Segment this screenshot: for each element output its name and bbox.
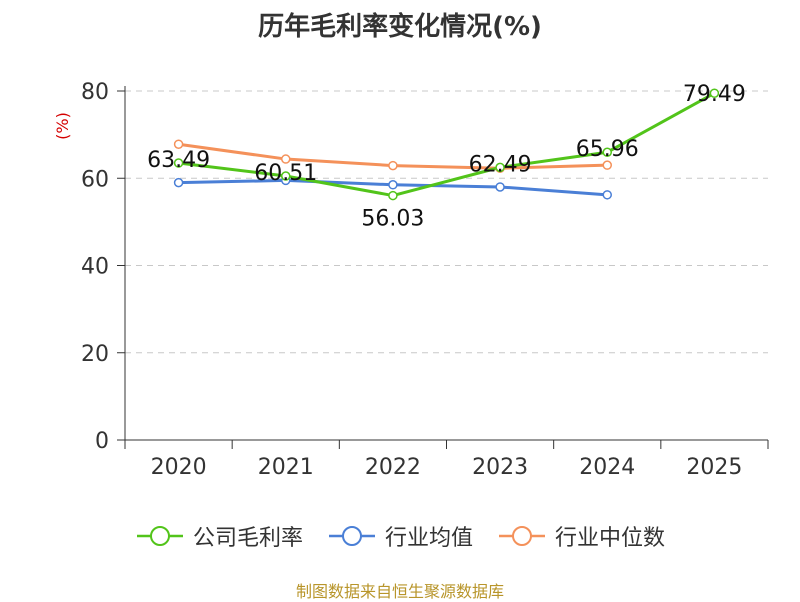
data-label: 63.49 xyxy=(147,148,210,173)
x-tick-label: 2025 xyxy=(686,455,742,480)
legend-marker-icon xyxy=(136,526,183,546)
data-point xyxy=(602,147,612,157)
x-tick-label: 2020 xyxy=(151,455,207,480)
x-tick-label: 2022 xyxy=(365,455,421,480)
y-tick-label: 0 xyxy=(95,429,109,454)
data-point xyxy=(173,139,184,149)
data-point xyxy=(281,171,291,181)
legend-item-company[interactable]: 公司毛利率 xyxy=(135,520,303,552)
data-label: 65.96 xyxy=(576,137,639,162)
data-point xyxy=(602,160,612,170)
legend-marker-icon xyxy=(499,526,545,546)
legend-item-industry-mean[interactable]: 行业均值 xyxy=(327,520,473,552)
data-label: 60.51 xyxy=(254,161,317,186)
data-point xyxy=(495,182,505,192)
data-point xyxy=(388,180,398,190)
data-point xyxy=(173,158,184,168)
y-axis-label: (%) xyxy=(53,112,72,140)
x-tick-label: 2023 xyxy=(472,455,528,480)
data-point xyxy=(173,177,184,188)
legend-item-industry-median[interactable]: 行业中位数 xyxy=(497,520,665,552)
data-point xyxy=(388,190,398,201)
data-point xyxy=(495,162,505,173)
data-point xyxy=(388,160,398,171)
x-tick-label: 2024 xyxy=(579,455,635,480)
y-tick-label: 80 xyxy=(81,80,109,105)
series-line xyxy=(178,91,716,198)
data-label: 62.49 xyxy=(469,152,532,177)
chart-title: 历年毛利率变化情况(%) xyxy=(258,12,542,42)
legend: 公司毛利率 行业均值 行业中位数 xyxy=(0,520,800,552)
data-label: 56.03 xyxy=(361,207,424,232)
legend-marker-icon xyxy=(328,526,375,546)
y-tick-label: 20 xyxy=(81,342,109,367)
x-tick-label: 2021 xyxy=(258,455,314,480)
legend-label: 行业均值 xyxy=(384,526,473,551)
data-point xyxy=(709,88,720,98)
y-tick-label: 60 xyxy=(81,167,109,192)
data-point xyxy=(602,190,612,200)
data-label: 79.49 xyxy=(683,82,746,107)
source-note: 制图数据来自恒生聚源数据库 xyxy=(295,582,504,601)
data-point xyxy=(281,154,291,164)
y-tick-label: 40 xyxy=(81,255,109,280)
legend-label: 公司毛利率 xyxy=(192,526,303,551)
legend-label: 行业中位数 xyxy=(555,526,666,551)
